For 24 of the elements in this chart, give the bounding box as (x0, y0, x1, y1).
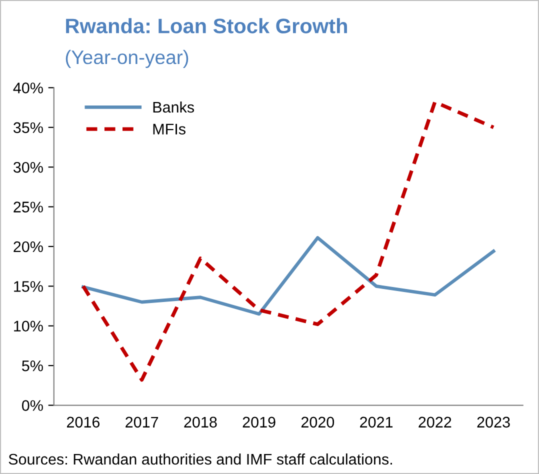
y-tick-label: 10% (14, 320, 43, 332)
x-tick-label: 2016 (66, 416, 100, 428)
x-tick-label: 2018 (184, 416, 217, 428)
x-tick-label: 2019 (242, 416, 276, 428)
legend-label: MFIs (153, 124, 186, 135)
legend-label: Banks (153, 101, 194, 113)
source-note: Sources: Rwandan authorities and IMF staff calculations. (8, 453, 392, 465)
y-tick-label: 35% (13, 122, 43, 134)
y-tick-label: 15% (14, 281, 43, 292)
x-tick-label: 2020 (301, 416, 334, 428)
line-series (82, 236, 496, 316)
chart-subtitle: (Year-on-year) (66, 50, 188, 68)
x-tick-label: 2023 (477, 416, 510, 428)
x-tick-label: 2021 (360, 416, 393, 428)
chart-title: Rwanda: Loan Stock Growth (66, 18, 347, 34)
y-tick-label: 30% (13, 162, 43, 173)
y-tick-label: 40% (13, 82, 43, 94)
y-tick-label: 25% (14, 202, 43, 212)
x-tick-label: 2022 (418, 416, 452, 428)
line-series (81, 100, 496, 382)
y-tick-label: 5% (22, 360, 43, 372)
y-tick-label: 0% (22, 400, 43, 411)
x-tick-label: 2017 (126, 416, 158, 428)
y-tick-label: 20% (14, 241, 43, 252)
